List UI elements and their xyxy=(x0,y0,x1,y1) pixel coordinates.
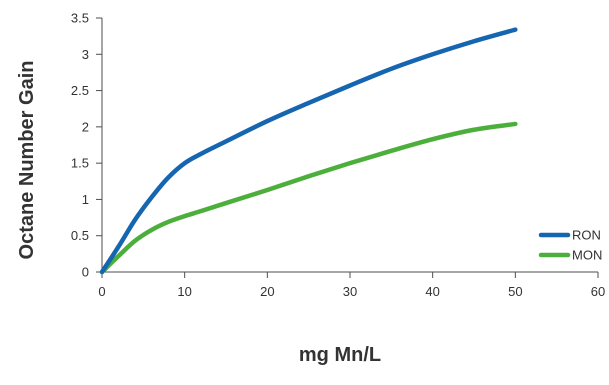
legend: RON MON xyxy=(538,228,602,263)
x-tick-label: 10 xyxy=(177,284,191,299)
x-tick-label: 50 xyxy=(508,284,522,299)
x-tick-label: 30 xyxy=(343,284,357,299)
x-tick-label: 0 xyxy=(98,284,105,299)
y-tick-label: 0.5 xyxy=(71,228,89,243)
y-tick-label: 3 xyxy=(82,47,89,62)
series-line-ron xyxy=(99,27,518,275)
x-tick-label: 60 xyxy=(591,284,605,299)
series-line-mon xyxy=(99,121,518,275)
y-axis-title: Octane Number Gain xyxy=(16,61,38,260)
x-tick-label: 20 xyxy=(260,284,274,299)
legend-label-mon: MON xyxy=(572,248,602,263)
y-tick-label: 1 xyxy=(82,192,89,207)
y-tick-label: 2 xyxy=(82,119,89,134)
x-axis-title: mg Mn/L xyxy=(299,344,381,366)
y-tick-label: 1.5 xyxy=(71,156,89,171)
x-tick-label: 40 xyxy=(425,284,439,299)
axes xyxy=(101,18,598,273)
y-tick-label: 0 xyxy=(82,265,89,280)
y-tick-labels: 0 0.5 1 1.5 2 2.5 3 3.5 xyxy=(71,11,102,280)
y-tick-label: 2.5 xyxy=(71,83,89,98)
series-lines xyxy=(99,27,518,275)
legend-label-ron: RON xyxy=(572,228,601,243)
x-tick-labels: 0 10 20 30 40 50 60 xyxy=(98,272,605,299)
y-tick-label: 3.5 xyxy=(71,11,89,26)
